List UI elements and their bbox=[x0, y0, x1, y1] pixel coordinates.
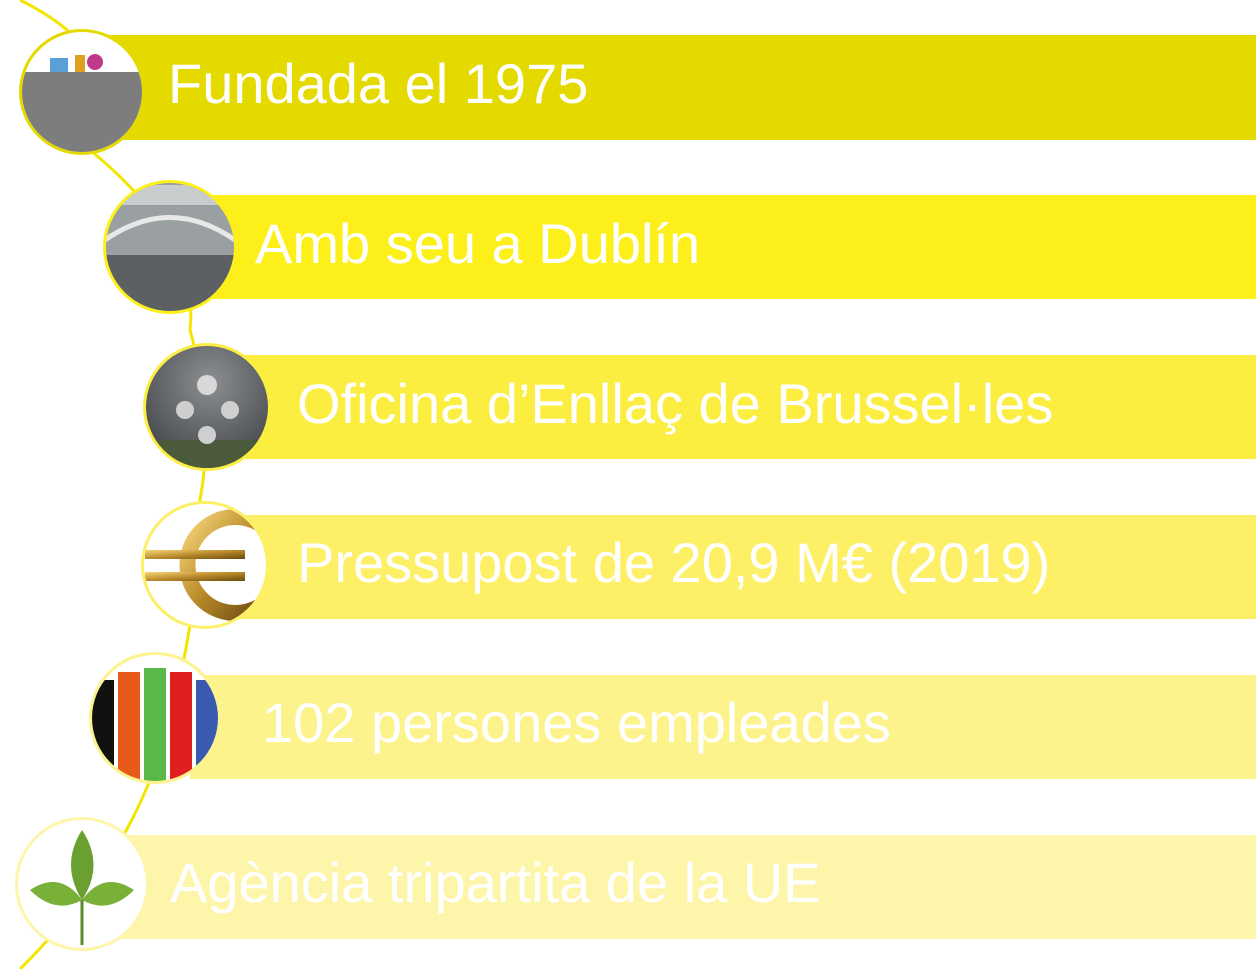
bar bbox=[100, 35, 1256, 140]
item-label: Agència tripartita de la UE bbox=[170, 851, 821, 914]
icon-people bbox=[89, 652, 221, 784]
bar bbox=[230, 355, 1256, 459]
icon-leaf bbox=[15, 817, 149, 951]
bar bbox=[190, 675, 1256, 779]
bar bbox=[230, 515, 1256, 619]
item-label: 102 persones empleades bbox=[262, 691, 891, 754]
icon-brussels bbox=[143, 343, 271, 471]
bar bbox=[100, 835, 1256, 939]
icon-foundation bbox=[19, 29, 145, 155]
bar bbox=[190, 195, 1256, 299]
item-label: Fundada el 1975 bbox=[168, 52, 588, 115]
item-label: Pressupost de 20,9 M€ (2019) bbox=[297, 531, 1050, 594]
item-label: Amb seu a Dublín bbox=[255, 212, 700, 275]
item-label: Oficina d’Enllaç de Brussel·les bbox=[297, 372, 1053, 435]
icon-budget bbox=[141, 501, 269, 629]
icon-dublin bbox=[103, 180, 237, 314]
